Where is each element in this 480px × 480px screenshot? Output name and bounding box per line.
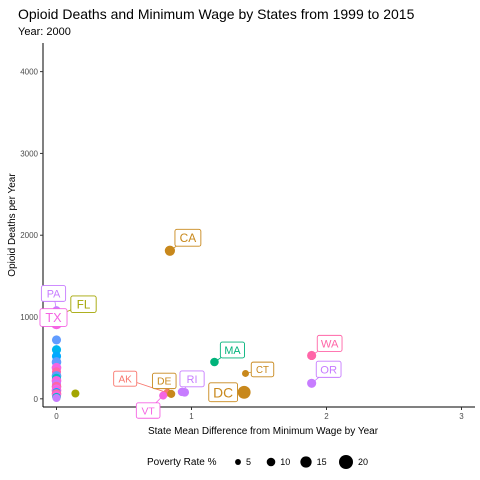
x-tick-label: 2 bbox=[324, 412, 329, 421]
data-point-ri bbox=[177, 387, 187, 397]
data-label-box bbox=[174, 228, 202, 247]
data-point bbox=[52, 393, 61, 403]
y-axis-title: Opioid Deaths per Year bbox=[7, 173, 18, 277]
legend-key bbox=[235, 459, 241, 465]
chart-title: Opioid Deaths and Minimum Wage by States… bbox=[18, 6, 415, 22]
data-label: VT bbox=[142, 406, 156, 417]
legend: Poverty Rate % 5 10 15 20 bbox=[147, 455, 368, 469]
legend-key bbox=[266, 457, 276, 467]
data-label: TX bbox=[45, 311, 62, 325]
data-point bbox=[51, 335, 62, 345]
data-point bbox=[71, 389, 80, 398]
data-label: CA bbox=[180, 231, 197, 245]
y-tick-label: 2000 bbox=[20, 231, 38, 240]
data-label: OR bbox=[320, 364, 337, 376]
data-label-box bbox=[39, 308, 68, 327]
data-label: RI bbox=[187, 374, 198, 386]
chart-subtitle: Year: 2000 bbox=[18, 26, 71, 38]
data-label: PA bbox=[47, 288, 61, 300]
data-label-box bbox=[151, 372, 177, 390]
plot-area: 0 1 2 3 0 1000 2000 3000 4000 CA PA FL TX MA WA OR AK DE R… bbox=[20, 43, 475, 421]
x-axis-title: State Mean Difference from Minimum Wage … bbox=[148, 426, 379, 437]
data-point bbox=[51, 345, 62, 355]
data-label-box bbox=[113, 370, 138, 387]
legend-label: 5 bbox=[246, 457, 251, 467]
data-label: FL bbox=[77, 298, 91, 311]
data-label-box bbox=[316, 334, 343, 353]
legend-key bbox=[300, 456, 312, 468]
data-label-box bbox=[250, 361, 275, 378]
y-tick-label: 1000 bbox=[20, 313, 38, 322]
data-label: AK bbox=[119, 374, 133, 385]
y-tick-label: 0 bbox=[34, 395, 39, 404]
data-label-box bbox=[70, 295, 97, 313]
y-tick-label: 4000 bbox=[20, 68, 38, 77]
x-tick-label: 3 bbox=[459, 412, 464, 421]
data-label-box bbox=[135, 402, 161, 419]
data-label-box bbox=[179, 370, 205, 388]
data-label-box bbox=[315, 360, 342, 378]
data-label: WA bbox=[321, 338, 339, 350]
legend-label: 10 bbox=[280, 457, 290, 467]
data-label-box bbox=[219, 341, 246, 359]
data-label: DE bbox=[157, 377, 172, 388]
data-label: MA bbox=[224, 345, 241, 357]
legend-title: Poverty Rate % bbox=[147, 457, 217, 468]
data-label-box bbox=[208, 382, 238, 403]
y-tick-label: 3000 bbox=[20, 149, 38, 158]
x-tick-label: 0 bbox=[54, 412, 59, 421]
legend-label: 15 bbox=[317, 457, 327, 467]
x-tick-label: 1 bbox=[189, 412, 194, 421]
data-label-box bbox=[40, 285, 67, 302]
data-label: DC bbox=[213, 385, 233, 400]
legend-label: 20 bbox=[358, 457, 368, 467]
data-label: CT bbox=[256, 365, 269, 376]
data-point-ct bbox=[242, 369, 249, 377]
legend-key bbox=[339, 455, 353, 469]
